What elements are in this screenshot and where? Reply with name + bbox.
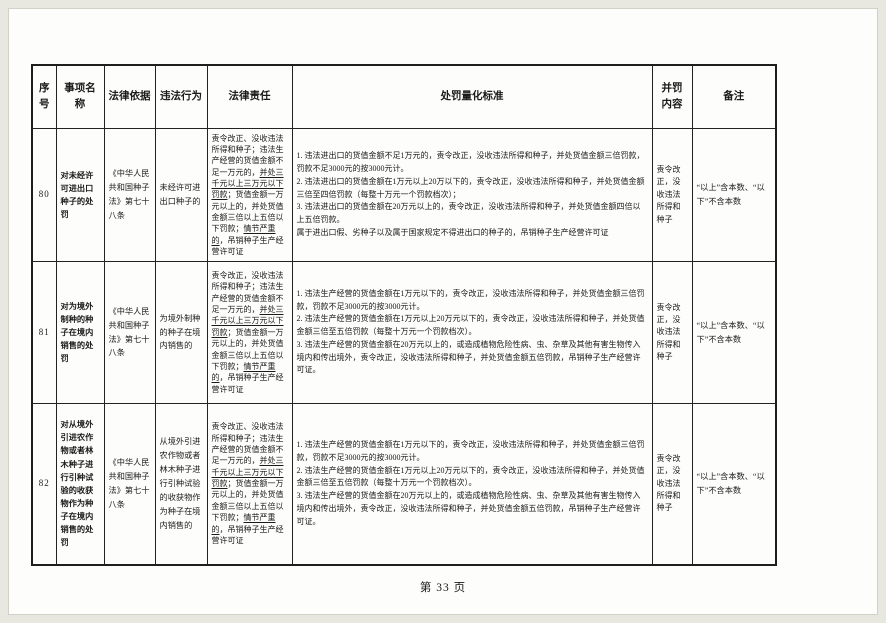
penalty-standards-table: 序号 事项名称 法律依据 违法行为 法律责任 处罚量化标准 并罚内容 备注 80… <box>31 64 777 566</box>
standard-line: 2. 违法进出口的货值金额在1万元以上20万以下的，责令改正，没收违法所得和种子… <box>296 176 645 199</box>
liability-text: 责令改正、没收违法所得和种子；违法生产经营的货值金额不足一万元的， <box>211 133 284 177</box>
liability-underlined: 并处三千元以上三万元以下罚款 <box>211 167 284 200</box>
cell-item-name: 对为境外制种的种子在境内销售的处罚 <box>55 261 105 404</box>
liability-underlined: 并处三千元以上三万元以下罚款 <box>211 305 284 337</box>
liability-text: ，吊销种子生产经营许可证 <box>211 235 284 257</box>
col-header-concurrent: 并罚内容 <box>651 64 693 129</box>
col-header-liability: 法律责任 <box>206 64 293 129</box>
liability-underlined: 情节严重的 <box>211 224 276 245</box>
cell-penalty-standard: 1. 违法进出口的货值金额不足1万元的，责令改正，没收违法所得和种子，并处货值金… <box>291 128 653 262</box>
page-number: 第 33 页 <box>419 582 467 594</box>
cell-penalty-standard: 1. 违法生产经营的货值金额在1万元以下的，责令改正，没收违法所得和种子，并处货… <box>291 261 653 404</box>
cell-legal-basis: 《中华人民共和国种子法》第七十八条 <box>103 403 156 565</box>
cell-legal-liability: 责令改正，没收违法所得和种子；违法生产经营的货值金额不足一万元的，并处三千元以上… <box>206 261 293 404</box>
liability-text: ，吊销种子生产经营许可证 <box>211 524 284 545</box>
cell-item-name: 对未经许可进出口种子的处罚 <box>55 128 105 262</box>
cell-legal-liability: 责令改正、没收违法所得和种子；违法生产经营的货值金额不足一万元的，并处三千元以上… <box>206 128 293 262</box>
standard-line: 2. 违法生产经营的货值金额在1万元以上20万元以下的，责令改正，没收违法所得和… <box>296 465 645 488</box>
table-row: 80 对未经许可进出口种子的处罚 《中华人民共和国种子法》第七十八条 未经许可进… <box>31 128 777 262</box>
standard-line: 属于进出口假、劣种子以及属于国家规定不得进出口的种子的，吊销种子生产经营许可证 <box>296 227 609 237</box>
liability-text: 责令改正、没收违法所得和种子；违法生产经营的货值金额不足一万元的， <box>211 422 284 466</box>
standard-line: 2. 违法生产经营的货值金额在1万元以上20万元以下的，责令改正，没收违法所得和… <box>296 314 645 337</box>
cell-remark: “以上”含本数、“以下”不含本数 <box>691 128 777 262</box>
standard-line: 1. 违法生产经营的货值金额在1万元以下的，责令改正，没收违法所得和种子，并处货… <box>296 288 645 311</box>
liability-underlined: 情节严重的 <box>211 513 276 534</box>
cell-no: 82 <box>31 403 57 565</box>
cell-illegal-act: 为境外制种的种子在境内销售的 <box>154 261 208 404</box>
cell-no: 81 <box>31 261 57 404</box>
cell-remark: “以上”含本数、“以下”不含本数 <box>691 261 777 404</box>
cell-concurrent-penalty: 责令改正，没收违法所得和种子 <box>651 403 693 565</box>
cell-concurrent-penalty: 责令改正，没收违法所得和种子 <box>651 128 693 262</box>
cell-legal-basis: 《中华人民共和国种子法》第七十八条 <box>103 128 156 262</box>
cell-penalty-standard: 1. 违法生产经营的货值金额在1万元以下的，责令改正，没收违法所得和种子，并处货… <box>291 403 653 565</box>
liability-text: ，吊销种子生产经营许可证 <box>211 373 284 394</box>
cell-legal-basis: 《中华人民共和国种子法》第七十八条 <box>103 261 156 404</box>
cell-legal-liability: 责令改正、没收违法所得和种子；违法生产经营的货值金额不足一万元的，并处三千元以上… <box>206 403 293 565</box>
table-row: 81 对为境外制种的种子在境内销售的处罚 《中华人民共和国种子法》第七十八条 为… <box>31 261 777 404</box>
liability-text: ；货值金额一万元以上的，并处货值金额三倍以上五倍以下罚款； <box>211 190 284 234</box>
liability-text: 责令改正，没收违法所得和种子；违法生产经营的货值金额不足一万元的， <box>211 271 284 315</box>
standard-line: 3. 违法进出口的货值金额在20万元以上的，责令改正，没收违法所得和种子，并处货… <box>296 202 641 225</box>
cell-illegal-act: 从境外引进农作物或者林木种子进行引种试验的收获物作为种子在境内销售的 <box>154 403 208 565</box>
col-header-basis: 法律依据 <box>103 64 156 129</box>
cell-item-name: 对从境外引进农作物或者林木种子进行引种试验的收获物作为种子在境内销售的处罚 <box>55 403 105 565</box>
cell-remark: “以上”含本数、“以下”不含本数 <box>691 403 777 565</box>
col-header-remark: 备注 <box>691 64 777 129</box>
col-header-item: 事项名称 <box>55 64 105 129</box>
standard-line: 3. 违法生产经营的货值金额在20万元以上的，或造成植物危险性病、虫、杂草及其他… <box>296 491 641 526</box>
cell-concurrent-penalty: 责令改正，没收违法所得和种子 <box>651 261 693 404</box>
standard-line: 1. 违法生产经营的货值金额在1万元以下的，责令改正，没收违法所得和种子，并处货… <box>296 439 645 462</box>
cell-no: 80 <box>31 128 57 262</box>
table-header-row: 序号 事项名称 法律依据 违法行为 法律责任 处罚量化标准 并罚内容 备注 <box>31 64 777 129</box>
standard-line: 1. 违法进出口的货值金额不足1万元的，责令改正，没收违法所得和种子，并处货值金… <box>296 151 645 173</box>
col-header-act: 违法行为 <box>154 64 208 129</box>
col-header-no: 序号 <box>31 64 57 129</box>
table-row: 82 对从境外引进农作物或者林木种子进行引种试验的收获物作为种子在境内销售的处罚… <box>31 403 777 565</box>
col-header-standard: 处罚量化标准 <box>291 64 653 129</box>
document-page: 序号 事项名称 法律依据 违法行为 法律责任 处罚量化标准 并罚内容 备注 80… <box>8 8 878 615</box>
liability-text: ；货值金额一万元以上的，并处货值金额三倍以上五倍以下罚款； <box>211 327 284 371</box>
cell-illegal-act: 未经许可进出口种子的 <box>154 128 208 262</box>
standard-line: 3. 违法生产经营的货值金额在20万元以上的，或造成植物危险性病、虫、杂草及其他… <box>296 339 641 375</box>
liability-underlined: 并处三千元以上三万元以下罚款 <box>211 456 284 489</box>
liability-text: ；货值金额一万元以上的，并处货值金额三倍以上五倍以下罚款； <box>211 479 284 523</box>
liability-underlined: 情节严重的 <box>211 361 276 383</box>
